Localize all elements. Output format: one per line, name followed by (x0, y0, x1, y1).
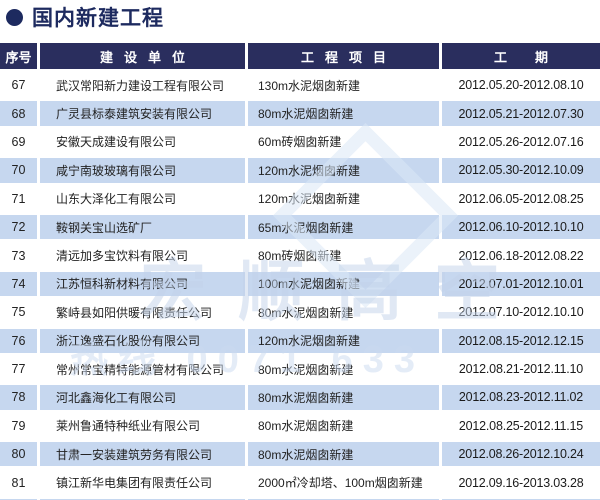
row-number-cell: 73 (11, 248, 26, 263)
table-header-row: 序号 建设单位 工程项目 工期 (0, 43, 600, 69)
row-period-cell: 2012.08.26-2012.10.24 (442, 442, 600, 467)
table-row: 68 广灵县标泰建筑安装有限公司 80m水泥烟囱新建 2012.05.21-20… (0, 99, 600, 127)
row-company-cell: 安徽天成建设有限公司 (56, 135, 177, 150)
row-project-cell: 80m水泥烟囱新建 (258, 305, 354, 320)
row-number-cell: 75 (11, 305, 26, 320)
table-row: 80 甘肃一安装建筑劳务有限公司 80m水泥烟囱新建 2012.08.26-20… (0, 440, 600, 468)
column-header-number: 序号 (0, 43, 37, 69)
row-number-cell: 67 (11, 78, 26, 93)
row-number-cell: 70 (0, 158, 37, 183)
row-project-cell: 100m水泥烟囱新建 (248, 271, 439, 297)
row-number-cell: 69 (11, 134, 26, 149)
row-number-cell: 68 (0, 101, 37, 126)
row-company-cell: 江苏恒科新材料有限公司 (40, 271, 245, 297)
row-period-cell: 2012.07.01-2012.10.01 (442, 271, 600, 297)
table-row: 81 镇江新华电集团有限责任公司 2000㎡冷却塔、100m烟囱新建 2012.… (0, 468, 600, 496)
table-row: 78 河北鑫海化工有限公司 80m水泥烟囱新建 2012.08.23-2012.… (0, 383, 600, 411)
row-period-cell: 2012.08.25-2012.11.15 (458, 418, 584, 433)
row-period-cell: 2012.08.15-2012.12.15 (442, 328, 600, 353)
row-number-cell: 77 (11, 362, 26, 377)
row-period-cell: 2012.09.16-2013.03.28 (458, 475, 584, 490)
row-number-cell: 71 (11, 191, 26, 206)
row-period-cell: 2012.05.26-2012.07.16 (458, 134, 584, 149)
table-row: 75 繁峙县如阳供暖有限责任公司 80m水泥烟囱新建 2012.07.10-20… (0, 298, 600, 326)
row-project-cell: 120m水泥烟囱新建 (248, 328, 439, 353)
row-company-cell: 常州常宝精特能源管材有限公司 (56, 362, 225, 377)
row-number-cell: 74 (0, 271, 37, 297)
row-period-cell: 2012.06.05-2012.08.25 (458, 191, 584, 206)
row-project-cell: 120m水泥烟囱新建 (258, 192, 361, 207)
page-title: 国内新建工程 (32, 7, 164, 30)
table-row: 77 常州常宝精特能源管材有限公司 80m水泥烟囱新建 2012.08.21-2… (0, 355, 600, 383)
row-period-cell: 2012.07.10-2012.10.10 (458, 305, 584, 320)
table-row-partial (0, 497, 600, 500)
row-company-cell: 河北鑫海化工有限公司 (40, 385, 245, 410)
row-company-cell: 清远加多宝饮料有限公司 (56, 249, 189, 264)
table-row: 74 江苏恒科新材料有限公司 100m水泥烟囱新建 2012.07.01-201… (0, 270, 600, 298)
row-project-cell: 80m水泥烟囱新建 (248, 101, 439, 126)
row-number-cell: 78 (0, 385, 37, 410)
row-company-cell: 咸宁南玻玻璃有限公司 (40, 158, 245, 183)
row-period-cell: 2012.08.23-2012.11.02 (442, 385, 600, 410)
table-row: 69 安徽天成建设有限公司 60m砖烟囱新建 2012.05.26-2012.0… (0, 128, 600, 156)
table-row: 79 莱州鲁通特种纸业有限公司 80m水泥烟囱新建 2012.08.25-201… (0, 412, 600, 440)
row-company-cell: 山东大泽化工有限公司 (56, 192, 177, 207)
row-company-cell: 莱州鲁通特种纸业有限公司 (56, 419, 201, 434)
row-company-cell: 镇江新华电集团有限责任公司 (56, 476, 213, 491)
row-project-cell: 80m水泥烟囱新建 (248, 385, 439, 410)
row-company-cell: 繁峙县如阳供暖有限责任公司 (56, 305, 213, 320)
row-project-cell: 80m水泥烟囱新建 (258, 362, 354, 377)
row-project-cell: 2000㎡冷却塔、100m烟囱新建 (258, 476, 423, 491)
table-row: 71 山东大泽化工有限公司 120m水泥烟囱新建 2012.06.05-2012… (0, 185, 600, 213)
column-header-period: 工期 (442, 43, 600, 69)
row-company-cell: 广灵县标泰建筑安装有限公司 (40, 101, 245, 126)
row-company-cell: 甘肃一安装建筑劳务有限公司 (40, 442, 245, 467)
column-header-company: 建设单位 (40, 43, 245, 69)
row-period-cell: 2012.05.20-2012.08.10 (458, 78, 584, 93)
row-number-cell: 72 (0, 214, 37, 240)
row-company-cell: 武汉常阳新力建设工程有限公司 (56, 78, 225, 93)
row-period-cell: 2012.06.18-2012.08.22 (458, 248, 584, 263)
row-number-cell: 80 (0, 442, 37, 467)
row-period-cell: 2012.08.21-2012.11.10 (458, 362, 584, 377)
row-number-cell: 79 (11, 418, 26, 433)
table-row: 67 武汉常阳新力建设工程有限公司 130m水泥烟囱新建 2012.05.20-… (0, 71, 600, 99)
row-project-cell: 120m水泥烟囱新建 (248, 158, 439, 183)
row-project-cell: 130m水泥烟囱新建 (258, 78, 361, 93)
row-period-cell: 2012.05.30-2012.10.09 (442, 158, 600, 183)
table-row: 76 浙江逸盛石化股份有限公司 120m水泥烟囱新建 2012.08.15-20… (0, 327, 600, 355)
row-company-cell: 鞍钢关宝山选矿厂 (40, 214, 245, 240)
row-company-cell (40, 498, 245, 500)
row-period-cell (442, 498, 600, 500)
column-header-project: 工程项目 (248, 43, 439, 69)
table-row: 70 咸宁南玻玻璃有限公司 120m水泥烟囱新建 2012.05.30-2012… (0, 156, 600, 184)
row-project-cell: 60m砖烟囱新建 (258, 135, 342, 150)
bullet-icon (6, 8, 23, 26)
row-project-cell: 80m砖烟囱新建 (258, 249, 342, 264)
row-project-cell: 65m水泥烟囱新建 (248, 214, 439, 240)
section-title-bar: 国内新建工程 (6, 4, 164, 30)
row-period-cell: 2012.05.21-2012.07.30 (442, 101, 600, 126)
row-project-cell: 80m水泥烟囱新建 (258, 419, 354, 434)
table-body: 67 武汉常阳新力建设工程有限公司 130m水泥烟囱新建 2012.05.20-… (0, 71, 600, 500)
row-company-cell: 浙江逸盛石化股份有限公司 (40, 328, 245, 353)
row-project-cell (248, 498, 439, 500)
table-row: 73 清远加多宝饮料有限公司 80m砖烟囱新建 2012.06.18-2012.… (0, 241, 600, 269)
table-row: 72 鞍钢关宝山选矿厂 65m水泥烟囱新建 2012.06.10-2012.10… (0, 213, 600, 241)
row-number-cell: 81 (11, 475, 26, 490)
row-number-cell (0, 498, 37, 500)
row-number-cell: 76 (0, 328, 37, 353)
row-project-cell: 80m水泥烟囱新建 (248, 442, 439, 467)
row-period-cell: 2012.06.10-2012.10.10 (442, 214, 600, 240)
